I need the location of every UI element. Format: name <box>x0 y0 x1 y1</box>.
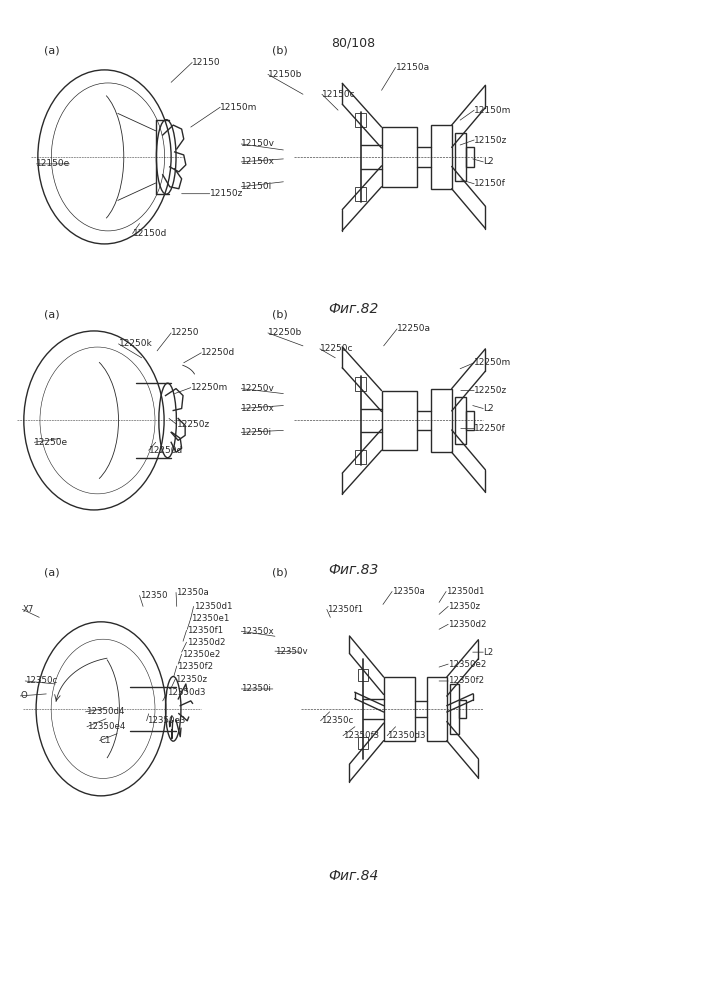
Text: 12250x: 12250x <box>241 404 275 413</box>
Text: 12150a: 12150a <box>396 63 430 72</box>
Text: 80/108: 80/108 <box>332 36 375 49</box>
Text: 12350a: 12350a <box>392 587 425 596</box>
Bar <box>355 113 366 127</box>
Text: 12150e: 12150e <box>37 159 71 168</box>
Text: 12250d: 12250d <box>148 446 183 455</box>
Text: (a): (a) <box>44 309 59 319</box>
Text: 12250e: 12250e <box>35 438 69 447</box>
Bar <box>466 410 474 430</box>
Text: 12150c: 12150c <box>322 90 356 99</box>
Text: 12350f3: 12350f3 <box>343 731 379 740</box>
Text: 12350e2: 12350e2 <box>182 650 220 659</box>
Text: 12350e2: 12350e2 <box>448 660 486 669</box>
Text: (a): (a) <box>44 568 59 578</box>
Text: 12350d2: 12350d2 <box>448 620 486 629</box>
Text: 12350f2: 12350f2 <box>448 676 484 685</box>
Text: 12350d1: 12350d1 <box>446 587 484 596</box>
Text: (a): (a) <box>44 45 59 55</box>
Bar <box>384 677 414 741</box>
Text: 12250z: 12250z <box>177 420 210 429</box>
Text: 12150: 12150 <box>192 58 221 67</box>
Text: (b): (b) <box>272 45 288 55</box>
Bar <box>355 450 366 464</box>
Text: L2: L2 <box>484 404 494 413</box>
Bar <box>358 737 368 749</box>
Text: 12150x: 12150x <box>241 157 275 166</box>
Text: 12350v: 12350v <box>275 647 308 656</box>
Text: L2: L2 <box>484 157 494 166</box>
Text: 12350f2: 12350f2 <box>177 662 213 671</box>
Text: L2: L2 <box>484 648 493 657</box>
Text: 12350f1: 12350f1 <box>187 626 223 635</box>
Bar <box>382 127 416 187</box>
Text: 12150d: 12150d <box>132 229 167 238</box>
Text: Фиг.84: Фиг.84 <box>328 869 379 883</box>
Text: 12250a: 12250a <box>397 324 431 333</box>
Text: 12350e3: 12350e3 <box>146 716 185 725</box>
Text: 12250f: 12250f <box>474 424 506 433</box>
Bar <box>427 677 447 741</box>
Bar <box>382 391 416 450</box>
Text: 12250d: 12250d <box>201 348 235 357</box>
Text: 12350d4: 12350d4 <box>86 707 124 716</box>
Text: C1: C1 <box>100 736 111 745</box>
Text: Фиг.82: Фиг.82 <box>328 302 379 316</box>
Text: 12350c: 12350c <box>320 716 353 725</box>
Text: 12150m: 12150m <box>474 106 512 115</box>
Bar <box>355 187 366 201</box>
Text: 12150i: 12150i <box>241 182 272 191</box>
Text: 12150z: 12150z <box>474 136 508 145</box>
Text: 12350e1: 12350e1 <box>191 614 229 623</box>
Text: 12150z: 12150z <box>210 189 243 198</box>
Text: 12350x: 12350x <box>241 627 274 636</box>
Text: 12350d1: 12350d1 <box>194 602 232 611</box>
Text: (b): (b) <box>272 568 288 578</box>
Text: 12250z: 12250z <box>474 386 508 395</box>
Text: 12250b: 12250b <box>268 328 302 337</box>
Bar <box>455 133 466 181</box>
Text: 12350: 12350 <box>139 591 167 600</box>
Text: 12350z: 12350z <box>175 674 207 684</box>
Text: 12350c: 12350c <box>25 676 57 685</box>
Text: 12150v: 12150v <box>241 139 275 148</box>
Text: 12150b: 12150b <box>268 70 303 79</box>
Text: 12250k: 12250k <box>119 339 152 348</box>
Bar <box>431 125 452 189</box>
Text: 12350d3: 12350d3 <box>167 688 206 697</box>
Text: 12350i: 12350i <box>241 684 271 693</box>
Bar <box>460 700 467 718</box>
Text: 12150f: 12150f <box>474 179 506 188</box>
Text: 12350d2: 12350d2 <box>187 638 225 647</box>
Text: O: O <box>21 691 27 700</box>
Text: 12250c: 12250c <box>320 344 354 353</box>
Text: 12250i: 12250i <box>241 428 272 437</box>
Text: 12350a: 12350a <box>176 588 209 597</box>
Text: 12350e4: 12350e4 <box>87 722 125 731</box>
Text: 12250m: 12250m <box>474 358 511 367</box>
Text: X7: X7 <box>23 605 34 614</box>
Bar <box>431 389 452 452</box>
Text: 12350d3: 12350d3 <box>387 731 426 740</box>
Bar <box>466 147 474 167</box>
Bar <box>450 684 460 734</box>
Text: 12250m: 12250m <box>191 383 228 392</box>
Text: Фиг.83: Фиг.83 <box>328 563 379 577</box>
Text: 12150m: 12150m <box>220 103 257 112</box>
Bar <box>455 397 466 444</box>
Bar <box>358 669 368 681</box>
Text: 12350z: 12350z <box>448 602 480 611</box>
Text: 12250v: 12250v <box>241 384 275 393</box>
Text: 12250: 12250 <box>171 328 199 337</box>
Bar <box>355 377 366 391</box>
Text: 12350f1: 12350f1 <box>327 605 363 614</box>
Text: (b): (b) <box>272 309 288 319</box>
